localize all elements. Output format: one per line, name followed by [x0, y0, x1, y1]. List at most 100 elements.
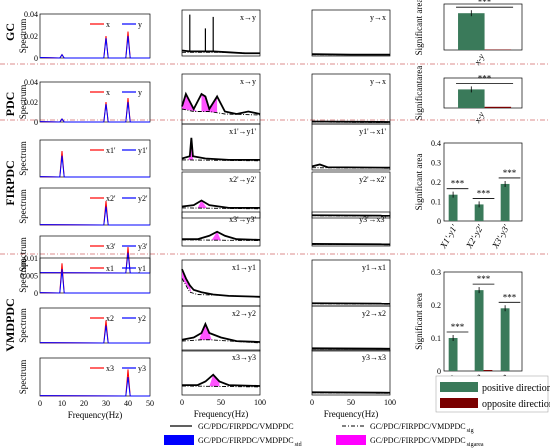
legend-swatch — [440, 398, 478, 408]
flow-panel: x3'→y3' — [181, 211, 261, 247]
axes-box — [181, 171, 261, 219]
spectrum-series-line — [39, 151, 150, 178]
legend-subscript: sigarea — [467, 442, 484, 448]
spectrum-series-line — [39, 101, 150, 123]
xtick-label: 10 — [58, 399, 66, 408]
flow-label: x2'→y2' — [229, 175, 256, 184]
xtick-label: 20 — [80, 399, 88, 408]
bar-ylabel: Significant area — [414, 154, 424, 211]
flow-panel: x1'→y1' — [181, 123, 261, 171]
bar-positive — [500, 183, 510, 221]
flow-line — [181, 268, 261, 298]
legend-label: x3' — [106, 242, 116, 251]
bar-opposite — [484, 106, 512, 108]
legend-label: y — [138, 20, 142, 29]
spectrum-series-line — [39, 35, 150, 59]
ytick-label: 0.04 — [24, 10, 38, 19]
flow-line — [311, 120, 391, 123]
flow-label: y2'→x2' — [359, 175, 386, 184]
bar-positive — [448, 194, 458, 221]
ytick-label: 0.01 — [24, 254, 38, 263]
significant-area — [199, 324, 212, 340]
flow-panel: y→x — [311, 9, 391, 57]
flow-panel: y1→x1 — [311, 259, 391, 307]
flow-panel: x2→y2 — [181, 305, 261, 352]
flow-panel: x1→y1 — [181, 259, 261, 307]
legend-swatch — [440, 382, 478, 392]
axes-box — [311, 123, 391, 171]
spectrum-ylabel: Spectrum — [18, 189, 28, 224]
threshold-line — [181, 385, 261, 388]
legend-label: GC/PDC/FIRPDC/VMDPDC — [370, 436, 466, 445]
axes-box — [181, 211, 261, 247]
flow-panel: y1'→x1' — [311, 123, 391, 171]
bar-panel: Significant area 0 0.1 0.2 0.3 0.4 *** X1'-y1' *… — [414, 139, 523, 251]
axes-box — [181, 123, 261, 171]
ytick-label: 0.005 — [20, 272, 38, 281]
legend-label: y1 — [138, 264, 146, 273]
bar-positive — [474, 290, 484, 371]
bar-legend: positive direction opposite direction — [435, 375, 550, 413]
axes-box — [311, 171, 391, 219]
xlabel: Frequency(Hz) — [194, 409, 248, 419]
flow-line — [181, 49, 260, 55]
xlabel: Frequency(Hz) — [68, 410, 122, 420]
ytick-label: 0.3 — [431, 268, 441, 277]
spectrum-ylabel: Spectrum — [18, 19, 28, 54]
legend-label: y3' — [138, 242, 148, 251]
legend-label: y — [138, 88, 142, 97]
flow-panel: y2'→x2' — [311, 171, 391, 219]
flow-label: y3'→x3' — [359, 215, 386, 224]
legend-label: GC/PDC/FIRPDC/VMDPDC — [198, 436, 294, 445]
significance-stars: *** — [477, 274, 491, 284]
ytick-label: 0 — [34, 54, 38, 63]
ytick-label: 0.02 — [24, 32, 38, 41]
significant-area — [209, 374, 220, 387]
spectrum-series-line — [39, 97, 150, 123]
legend-label: x — [106, 88, 110, 97]
bar-ylabel: Significantarea — [414, 66, 424, 120]
spectrum-panel: Spectrum x1' y1' — [18, 139, 151, 178]
flow-label: x→y — [240, 77, 256, 86]
spectrum-panel: Spectrum x3' y3' — [18, 235, 151, 274]
significance-stars: *** — [451, 179, 465, 189]
legend-label: x1 — [106, 264, 114, 273]
axes-box — [311, 9, 391, 57]
bar-positive — [474, 204, 484, 221]
legend-label: y1' — [138, 146, 148, 155]
flow-label: x3→y3 — [232, 353, 256, 362]
spectrum-panel: Spectrum x2' y2' — [18, 187, 151, 226]
ytick-label: 0 — [437, 367, 441, 376]
threshold-line — [181, 239, 261, 242]
xtick-label: 100 — [384, 398, 396, 407]
bar-opposite — [483, 370, 493, 371]
legend-label: x2' — [106, 194, 116, 203]
legend-label: GC/PDC/FIRPDC/VMDPDC — [370, 422, 466, 431]
axes-box — [39, 307, 151, 344]
threshold-line — [181, 108, 261, 116]
bar-ylabel: Significant area — [414, 293, 424, 350]
axes-box — [39, 187, 151, 226]
legend-label: y2' — [138, 194, 148, 203]
legend-swatch — [336, 435, 366, 445]
bar-positive — [500, 308, 510, 371]
flow-panel: y2→x2 — [311, 305, 391, 352]
ytick-label: 0.1 — [431, 198, 441, 207]
legend-label: x2 — [106, 314, 114, 323]
row-label: VMDPDC — [3, 298, 17, 351]
category-label: X3'-y3' — [489, 222, 511, 251]
flow-label: x2→y2 — [232, 309, 256, 318]
line-legend: GC/PDC/FIRPDC/VMDPDC GC/PDC/FIRPDC/VMDPDC… — [164, 422, 484, 448]
spectrum-series-line — [39, 206, 150, 226]
flow-line — [311, 163, 391, 169]
axes-box — [39, 139, 151, 178]
ytick-label: 0.1 — [431, 334, 441, 343]
xtick-label: 0 — [310, 398, 314, 407]
spectrum-series-line — [39, 369, 150, 397]
spectrum-ylabel: Spectrum — [18, 308, 28, 343]
flow-panel: x2'→y2' — [181, 171, 261, 219]
axes-box — [181, 349, 261, 396]
spectrum-series-line — [39, 247, 150, 274]
spectrum-ylabel: Spectrum — [18, 360, 28, 395]
